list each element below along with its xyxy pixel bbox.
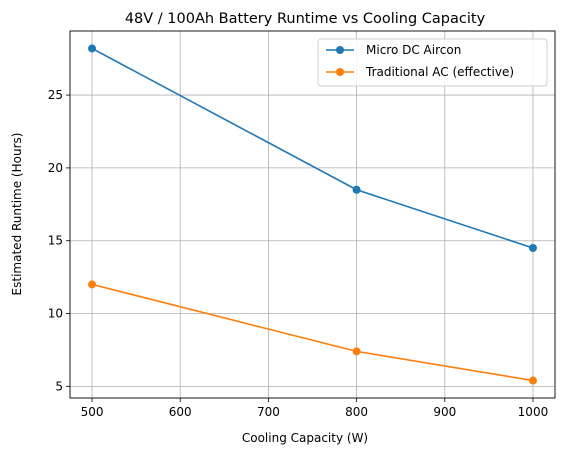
legend-label-0: Micro DC Aircon	[366, 43, 461, 57]
y-axis-title: Estimated Runtime (Hours)	[10, 133, 24, 296]
y-ticks: 5 10 15 20 25	[48, 88, 70, 393]
data-point	[88, 44, 97, 53]
data-point	[528, 376, 537, 385]
y-tick-label: 10	[48, 307, 63, 321]
x-tick-label: 800	[345, 405, 368, 419]
x-tick-label: 900	[433, 405, 456, 419]
y-tick-label: 20	[48, 161, 63, 175]
legend-box	[317, 38, 548, 87]
legend: Micro DC Aircon Traditional AC (effective…	[317, 38, 548, 87]
x-ticks: 500 600 700 800 900 1000	[81, 398, 549, 419]
x-tick-label: 1000	[518, 405, 549, 419]
legend-marker-0	[336, 46, 344, 54]
series-layer	[88, 44, 537, 385]
x-tick-label: 500	[81, 405, 104, 419]
x-axis-title: Cooling Capacity (W)	[242, 431, 368, 445]
grid	[70, 31, 555, 398]
x-tick-label: 600	[169, 405, 192, 419]
series-line-1	[91, 283, 534, 382]
data-point	[528, 243, 537, 252]
legend-label-1: Traditional AC (effective)	[365, 65, 514, 79]
data-point	[352, 185, 361, 194]
chart-title: 48V / 100Ah Battery Runtime vs Cooling C…	[125, 11, 486, 27]
plot-frame	[69, 30, 556, 399]
data-point	[88, 280, 97, 289]
y-tick-label: 15	[48, 234, 63, 248]
data-point	[352, 347, 361, 356]
x-tick-label: 700	[257, 405, 280, 419]
y-tick-label: 25	[48, 88, 63, 102]
y-tick-label: 5	[55, 379, 63, 393]
legend-marker-1	[336, 68, 344, 76]
